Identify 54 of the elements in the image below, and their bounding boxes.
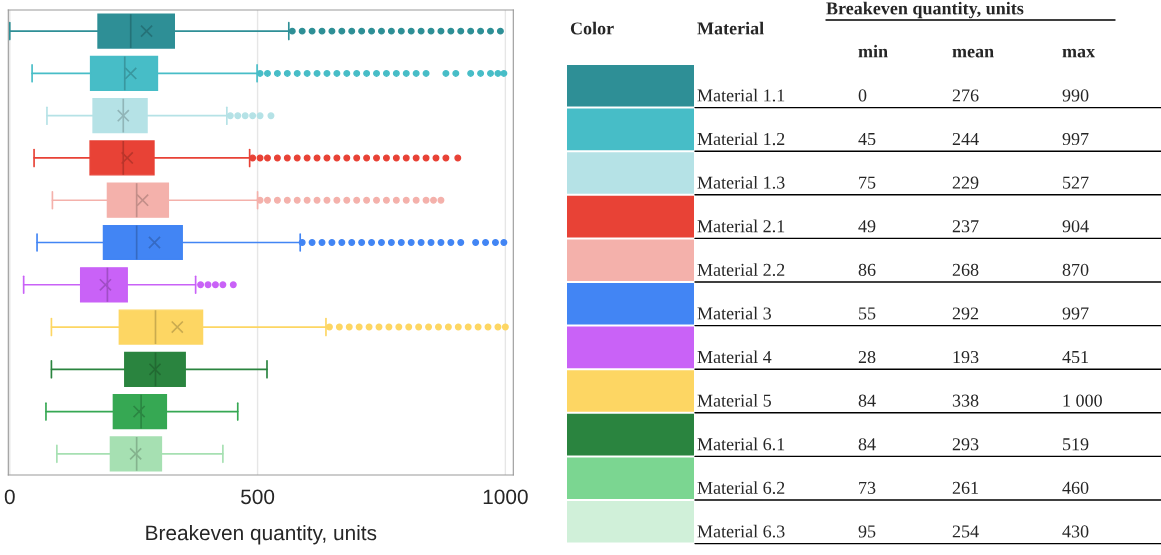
data-label: 86 bbox=[858, 263, 876, 276]
data-label: 997 bbox=[1062, 132, 1089, 146]
data-label: 193 bbox=[953, 350, 979, 364]
data-label: 276 bbox=[952, 89, 979, 102]
data-label: 904 bbox=[1062, 220, 1089, 233]
category-label: Material 6.3 bbox=[697, 524, 785, 538]
text: Breakeven quantity, units bbox=[826, 1, 1024, 19]
text: min bbox=[858, 44, 888, 58]
data-label: 293 bbox=[952, 438, 979, 451]
category-label: Material 3 bbox=[697, 306, 771, 320]
data-label: 237 bbox=[952, 220, 979, 233]
category-label: Material 1.2 bbox=[697, 132, 785, 146]
data-label: 519 bbox=[1063, 438, 1089, 451]
data-label: 28 bbox=[858, 350, 876, 364]
data-label: 75 bbox=[859, 176, 876, 189]
category-label: Material 6.1 bbox=[697, 437, 785, 451]
data-label: 254 bbox=[952, 525, 979, 538]
text: Material bbox=[697, 21, 764, 35]
data-label: 1 000 bbox=[1063, 394, 1102, 407]
data-label: 870 bbox=[1062, 263, 1089, 276]
x-axis-title: Breakeven quantity, units bbox=[146, 524, 377, 545]
data-label: 460 bbox=[1062, 481, 1089, 494]
data-label: 292 bbox=[952, 307, 979, 320]
data-label: 990 bbox=[1062, 89, 1089, 102]
data-label: 45 bbox=[858, 133, 876, 146]
data-label: 0 bbox=[858, 89, 867, 102]
category-label: Material 5 bbox=[697, 394, 771, 407]
data-label: 430 bbox=[1062, 525, 1089, 538]
x-tick-label: 0 bbox=[4, 489, 15, 505]
category-label: Material 2.1 bbox=[697, 219, 785, 233]
category-label: Material 2.2 bbox=[697, 263, 785, 276]
data-label: 244 bbox=[952, 132, 979, 145]
data-label: 268 bbox=[952, 263, 979, 276]
data-label: 84 bbox=[858, 394, 876, 407]
data-label: 261 bbox=[952, 481, 978, 494]
x-tick-label: 500 bbox=[241, 489, 275, 505]
data-label: 73 bbox=[859, 481, 876, 494]
data-label: 49 bbox=[858, 220, 876, 233]
category-label: Material 1.1 bbox=[697, 88, 785, 102]
data-label: 84 bbox=[858, 438, 876, 451]
category-label: Material 4 bbox=[697, 350, 772, 364]
data-label: 55 bbox=[859, 307, 876, 320]
text: mean bbox=[952, 48, 994, 58]
category-label: Material 6.2 bbox=[697, 481, 785, 494]
data-label: 997 bbox=[1062, 307, 1089, 320]
data-label: 527 bbox=[1063, 176, 1089, 189]
data-label: 229 bbox=[952, 176, 979, 189]
data-label: 95 bbox=[858, 525, 876, 538]
text: max bbox=[1062, 48, 1095, 58]
x-tick-label: 1000 bbox=[483, 489, 528, 505]
data-label: 338 bbox=[952, 394, 979, 407]
category-label: Material 1.3 bbox=[697, 176, 785, 189]
text: Color bbox=[570, 21, 614, 35]
data-label: 451 bbox=[1062, 351, 1088, 364]
